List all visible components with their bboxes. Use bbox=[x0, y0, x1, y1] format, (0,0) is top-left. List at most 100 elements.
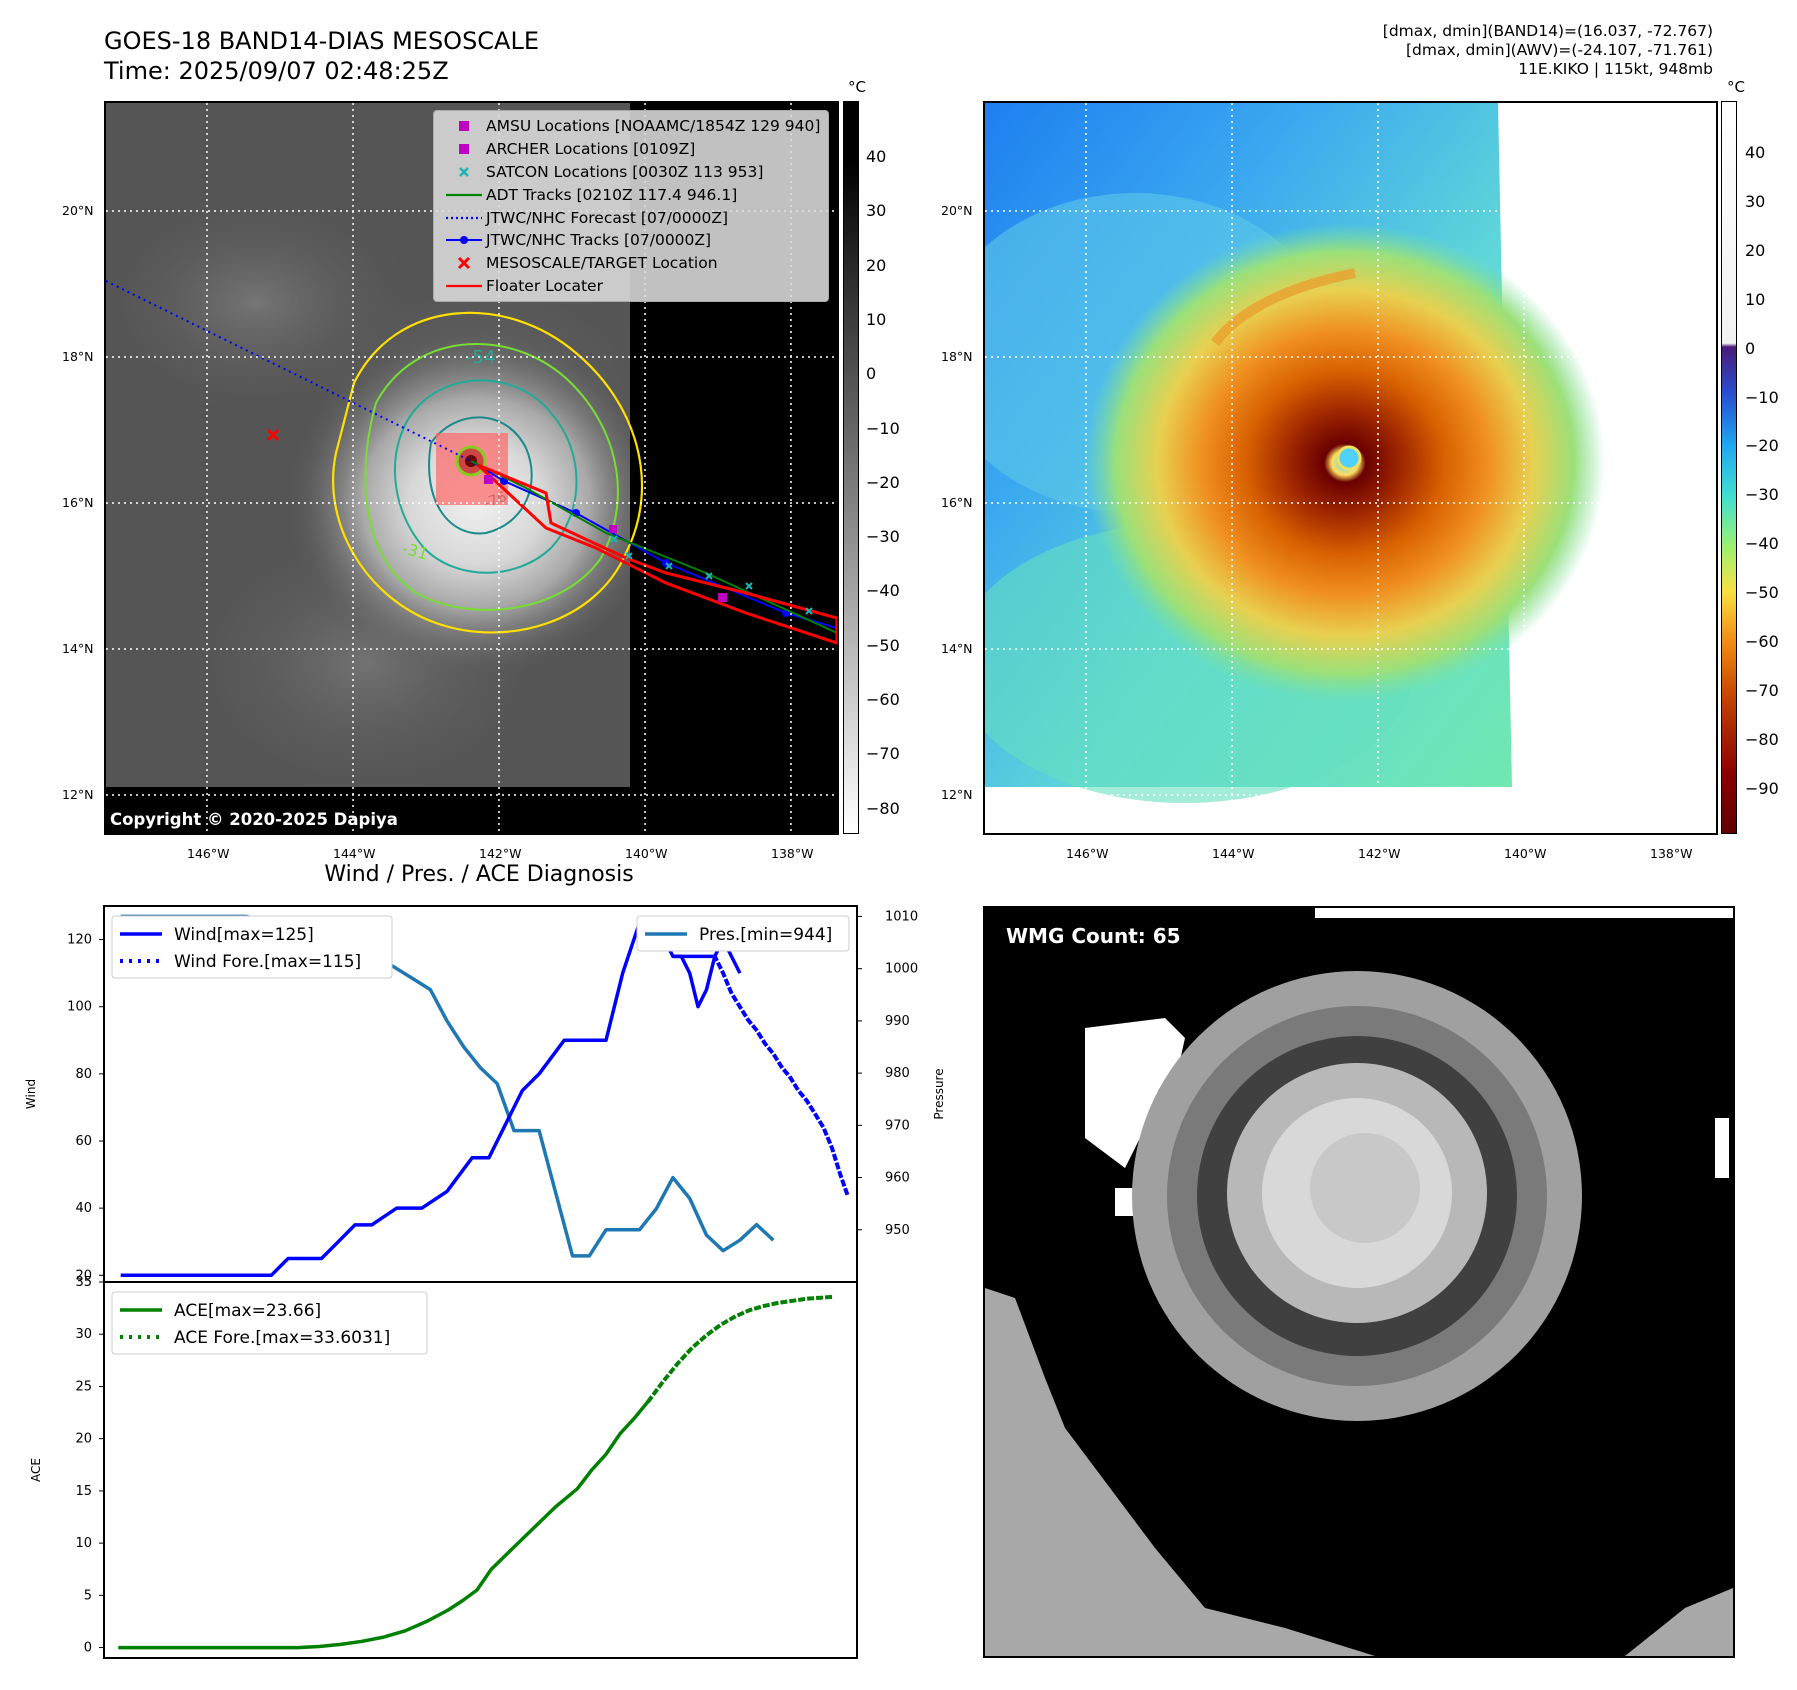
lat-label: 14°N bbox=[941, 641, 973, 656]
diagnosis-chart: 2040608010012095096097098099010001010Win… bbox=[24, 905, 946, 1659]
legend-label: ADT Tracks [0210Z 117.4 946.1] bbox=[486, 185, 738, 204]
lat-label: 12°N bbox=[62, 787, 94, 802]
colorbar-tick: −40 bbox=[866, 581, 900, 601]
legend-symbol bbox=[442, 235, 486, 245]
wmg-white-region bbox=[1085, 1018, 1185, 1168]
wind-ytick-label: 40 bbox=[75, 1201, 92, 1216]
ace-ytick-label: 25 bbox=[75, 1379, 92, 1394]
wind-forecast-line bbox=[712, 953, 852, 1201]
contour-label-54: -54 bbox=[466, 347, 495, 368]
chart-legend-box bbox=[111, 915, 393, 979]
ace-line bbox=[118, 1399, 651, 1650]
colorbar-tick: −30 bbox=[1745, 485, 1779, 505]
wmg-panel: WMG Count: 65 bbox=[983, 906, 1735, 1658]
figure-title: GOES-18 BAND14-DIAS MESOSCALE Time: 2025… bbox=[104, 26, 539, 86]
ace-ytick-label: 35 bbox=[75, 1275, 92, 1290]
colorbar-tick: −50 bbox=[866, 635, 900, 655]
colorbar-tick: 20 bbox=[866, 255, 887, 275]
pressure-ytick-label: 1000 bbox=[885, 962, 918, 977]
color-colorbar bbox=[1721, 101, 1737, 834]
lon-label: 144°W bbox=[1212, 846, 1255, 861]
color-map-svg bbox=[985, 103, 1716, 833]
colorbar-tick: 30 bbox=[1745, 191, 1766, 211]
lat-label: 18°N bbox=[941, 349, 973, 364]
wind-ytick-label: 80 bbox=[75, 1067, 92, 1082]
floater-locater-line bbox=[476, 463, 837, 645]
wind-line bbox=[120, 921, 715, 1278]
colorbar-tick: −90 bbox=[1745, 778, 1779, 798]
colorbar-tick: 10 bbox=[866, 309, 887, 329]
ace-panel-frame bbox=[103, 1281, 858, 1659]
colorbar-tick: 0 bbox=[1745, 338, 1756, 358]
copyright-text: Copyright © 2020-2025 Dapiya bbox=[110, 810, 398, 829]
legend-item: JTWC/NHC Tracks [07/0000Z] bbox=[442, 229, 820, 252]
chart-legend-label: Wind[max=125] bbox=[174, 925, 314, 945]
legend-item: ARCHER Locations [0109Z] bbox=[442, 138, 820, 161]
pressure-ytick-label: 960 bbox=[885, 1171, 910, 1186]
lon-label: 140°W bbox=[625, 846, 668, 861]
wind-ytick-label: 100 bbox=[67, 1000, 92, 1015]
info-line-2: [dmax, dmin](AWV)=(-24.107, -71.761) bbox=[1406, 41, 1713, 59]
info-line-3: 11E.KIKO | 115kt, 948mb bbox=[1518, 60, 1713, 78]
legend-item: JTWC/NHC Forecast [07/0000Z] bbox=[442, 206, 820, 229]
colorbar-tick: −10 bbox=[866, 418, 900, 438]
colorbar-tick: −60 bbox=[1745, 632, 1779, 651]
legend-symbol bbox=[442, 281, 486, 291]
map-legend: AMSU Locations [NOAAMC/1854Z 129 940] ARC… bbox=[433, 110, 829, 303]
colorbar-tick: −50 bbox=[1745, 583, 1779, 603]
chart-legend-label: ACE[max=23.66] bbox=[174, 1301, 321, 1321]
colorbar-tick: −80 bbox=[1745, 729, 1779, 749]
contour-yellow bbox=[332, 311, 644, 634]
legend-label: MESOSCALE/TARGET Location bbox=[486, 254, 718, 273]
legend-label: SATCON Locations [0030Z 113 953] bbox=[486, 162, 764, 181]
title-line-1: GOES-18 BAND14-DIAS MESOSCALE bbox=[104, 27, 540, 55]
lat-label: 16°N bbox=[62, 495, 94, 510]
legend-label: AMSU Locations [NOAAMC/1854Z 129 940] bbox=[486, 117, 821, 136]
ace-axis-label: ACE bbox=[29, 1458, 43, 1482]
legend-symbol bbox=[442, 190, 486, 200]
colorbar-tick: 10 bbox=[1745, 289, 1766, 309]
legend-item: SATCON Locations [0030Z 113 953] bbox=[442, 161, 820, 184]
ace-ytick-label: 15 bbox=[75, 1484, 92, 1499]
pressure-ytick-label: 980 bbox=[885, 1066, 910, 1081]
legend-label: JTWC/NHC Tracks [07/0000Z] bbox=[486, 231, 712, 250]
pressure-ytick-label: 970 bbox=[885, 1118, 910, 1133]
legend-item: Floater Locater bbox=[442, 275, 820, 298]
lat-label: 16°N bbox=[941, 495, 973, 510]
contour-green bbox=[364, 342, 619, 611]
ace-forecast-line bbox=[646, 1294, 838, 1404]
legend-symbol bbox=[442, 166, 486, 178]
lat-label: 18°N bbox=[62, 349, 94, 364]
colorbar-tick: −80 bbox=[866, 798, 900, 818]
color-map-panel bbox=[983, 101, 1718, 835]
lon-label: 146°W bbox=[1066, 846, 1109, 861]
colorbar-tick: −10 bbox=[1745, 387, 1779, 407]
lon-label: 138°W bbox=[771, 846, 814, 861]
chart-legend-label: ACE Fore.[max=33.6031] bbox=[174, 1328, 390, 1348]
colorbar-tick: 20 bbox=[1745, 240, 1766, 260]
title-line-2: Time: 2025/09/07 02:48:25Z bbox=[104, 57, 449, 85]
lon-label: 140°W bbox=[1504, 846, 1547, 861]
legend-item: AMSU Locations [NOAAMC/1854Z 129 940] bbox=[442, 115, 820, 138]
legend-symbol bbox=[442, 143, 486, 155]
diagnosis-title: Wind / Pres. / ACE Diagnosis bbox=[324, 862, 634, 887]
amsu-archer-points bbox=[484, 475, 727, 602]
wmg-svg bbox=[985, 908, 1733, 1656]
lat-label: 20°N bbox=[62, 203, 94, 218]
colorbar-tick: −70 bbox=[1745, 680, 1779, 700]
wind-ytick-label: 20 bbox=[75, 1268, 92, 1283]
colorbar-tick: −60 bbox=[866, 690, 900, 709]
lon-label: 138°W bbox=[1650, 846, 1693, 861]
pressure-ytick-label: 990 bbox=[885, 1014, 910, 1029]
legend-label: Floater Locater bbox=[486, 276, 603, 295]
legend-symbol bbox=[442, 120, 486, 132]
lat-label: 20°N bbox=[941, 203, 973, 218]
info-line-1: [dmax, dmin](BAND14)=(16.037, -72.767) bbox=[1382, 22, 1713, 40]
ace-ytick-label: 5 bbox=[84, 1588, 92, 1603]
colorbar-tick: 40 bbox=[866, 147, 887, 166]
lat-label: 12°N bbox=[941, 787, 973, 802]
color-colorbar-unit: °C bbox=[1727, 78, 1745, 96]
pressure-axis-label: Pressure bbox=[932, 1068, 946, 1119]
pressure-ytick-label: 950 bbox=[885, 1223, 910, 1238]
colorbar-tick: 0 bbox=[866, 364, 877, 384]
